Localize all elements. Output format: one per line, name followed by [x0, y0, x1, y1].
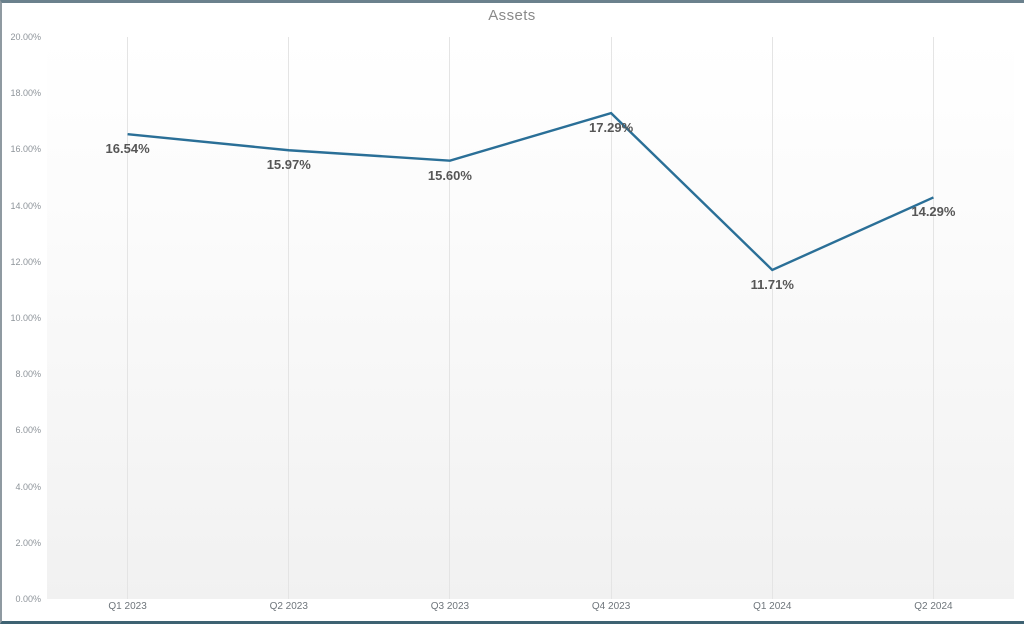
series-line-assets [127, 111, 934, 272]
y-axis-tick-label: 20.00% [10, 32, 41, 42]
y-axis-tick-label: 14.00% [10, 200, 41, 211]
vertical-gridline [449, 37, 451, 599]
y-axis-tick-label: 4.00% [15, 481, 41, 492]
y-axis-tick-label: 12.00% [10, 256, 41, 267]
vertical-gridline [127, 37, 129, 599]
vertical-gridline [610, 37, 612, 599]
vertical-gridline [288, 37, 290, 599]
x-axis-tick-label: Q4 2023 [591, 601, 631, 612]
plot-area: 16.54% 15.97% 15.60% 17.29% 11.71% 14.29% [47, 37, 1014, 599]
y-axis-tick-label: 2.00% [15, 537, 41, 548]
x-axis-tick-label: Q1 2023 [108, 601, 147, 612]
vertical-gridline [771, 37, 773, 599]
y-axis-tick-label: 10.00% [10, 313, 41, 323]
data-point-label: 17.29% [589, 120, 634, 136]
x-axis: Q1 2023 Q2 2023 Q3 2023 Q4 2023 Q1 2024 Q2 20… [47, 601, 1014, 617]
x-axis-tick-label: Q2 2023 [269, 601, 308, 612]
x-axis-tick-label: Q1 2024 [753, 601, 792, 612]
data-point-label: 14.29% [911, 204, 956, 220]
y-axis-tick-label: 8.00% [15, 369, 41, 380]
x-axis-tick-label: Q2 2024 [914, 601, 953, 612]
y-axis-tick-label: 16.00% [10, 144, 41, 155]
y-axis-tick-label: 6.00% [15, 425, 41, 436]
vertical-gridline [932, 37, 934, 599]
data-point-label: 15.60% [427, 167, 472, 183]
x-axis-tick-label: Q3 2023 [430, 601, 470, 612]
y-axis-tick-label: 0.00% [15, 594, 41, 604]
data-point-label: 16.54% [105, 141, 150, 157]
y-axis: 20.00% 18.00% 16.00% 14.00% 12.00% 10.00% 8.00… [4, 32, 41, 604]
data-point-label: 11.71% [750, 276, 794, 292]
y-axis-tick-label: 18.00% [10, 88, 41, 99]
series-plot [127, 111, 934, 272]
chart-title: Assets [488, 7, 536, 24]
data-point-label: 15.97% [266, 157, 311, 173]
